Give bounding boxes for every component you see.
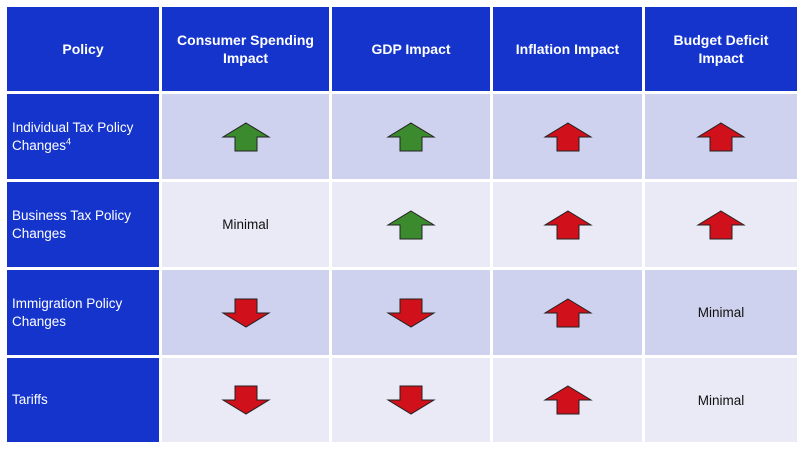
- arrow-up-icon: [542, 385, 593, 415]
- table-cell: [162, 94, 329, 179]
- table-cell: [493, 270, 642, 355]
- table-cell: [162, 358, 329, 442]
- arrow-up-icon: [696, 209, 746, 239]
- table-cell: Minimal: [645, 270, 797, 355]
- arrow-up-icon: [386, 209, 436, 239]
- row-label-text: Business Tax Policy Changes: [12, 207, 132, 241]
- arrow-up-icon: [542, 121, 593, 151]
- header-gdp: GDP Impact: [332, 7, 490, 91]
- cell-text: Minimal: [697, 305, 745, 320]
- policy-impact-table: Policy Consumer Spending Impact GDP Impa…: [7, 7, 797, 442]
- table-cell: [332, 94, 490, 179]
- table-cell: Minimal: [162, 182, 329, 267]
- table-cell: Minimal: [645, 358, 797, 442]
- cell-text: Minimal: [222, 217, 269, 232]
- table-cell: [493, 182, 642, 267]
- row-label-business-tax: Business Tax Policy Changes: [7, 182, 159, 267]
- arrow-down-icon: [220, 385, 271, 415]
- header-budget-deficit: Budget Deficit Impact: [645, 7, 797, 91]
- arrow-up-icon: [386, 121, 436, 151]
- footnote-marker: 4: [66, 136, 72, 146]
- table-cell: [493, 94, 642, 179]
- row-label-immigration: Immigration Policy Changes: [7, 270, 159, 355]
- table-cell: [162, 270, 329, 355]
- table-cell: [332, 358, 490, 442]
- arrow-up-icon: [220, 121, 271, 151]
- arrow-up-icon: [542, 297, 593, 327]
- header-consumer-spending: Consumer Spending Impact: [162, 7, 329, 91]
- row-label-individual-tax: Individual Tax Policy Changes4: [7, 94, 159, 179]
- cell-text: Minimal: [697, 392, 745, 408]
- header-inflation: Inflation Impact: [493, 7, 642, 91]
- table-cell: [493, 358, 642, 442]
- row-label-text: Tariffs: [12, 392, 48, 407]
- arrow-down-icon: [386, 298, 436, 328]
- arrow-down-icon: [220, 298, 271, 328]
- arrow-down-icon: [386, 385, 436, 415]
- arrow-up-icon: [542, 209, 593, 239]
- arrow-up-icon: [696, 121, 746, 151]
- row-label-tariffs: Tariffs: [7, 358, 159, 442]
- row-label-text: Individual Tax Policy Changes: [12, 119, 134, 153]
- table-cell: [332, 270, 490, 355]
- table-cell: [332, 182, 490, 267]
- header-policy: Policy: [7, 7, 159, 91]
- table-cell: [645, 182, 797, 267]
- table-cell: [645, 94, 797, 179]
- row-label-text: Immigration Policy Changes: [12, 295, 123, 329]
